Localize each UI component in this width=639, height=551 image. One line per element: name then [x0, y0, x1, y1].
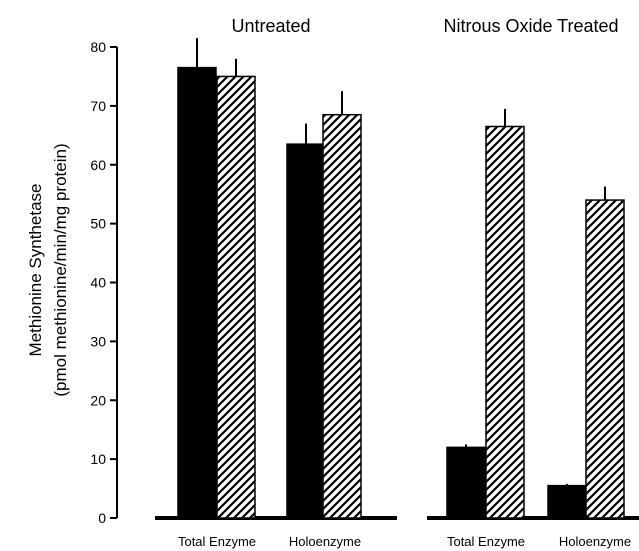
bar-solid [547, 484, 587, 519]
panel-title-nitrous-oxide-treated: Nitrous Oxide Treated [443, 16, 618, 36]
category-label: Total Enzyme [447, 534, 525, 549]
y-tick-label: 10 [90, 451, 106, 467]
y-tick-label: 40 [90, 275, 106, 291]
y-axis-title: Methionine Synthetase (pmol methionine/m… [26, 143, 70, 396]
bar-solid [177, 66, 217, 519]
y-axis-title-line2: (pmol methionine/min/mg protein) [51, 143, 70, 396]
bars-layer [177, 38, 625, 519]
category-labels: Total Enzyme Holoenzyme Total Enzyme Holoen… [178, 534, 631, 549]
category-label: Total Enzyme [178, 534, 256, 549]
y-tick-label: 60 [90, 157, 106, 173]
bar-hatched [216, 75, 256, 519]
bar-hatched [585, 199, 625, 519]
y-tick-label: 30 [90, 333, 106, 349]
bar-hatched [485, 125, 525, 519]
bar-solid [286, 143, 326, 519]
y-tick-label: 80 [90, 39, 106, 55]
y-tick-label: 70 [90, 98, 106, 114]
y-tick-label: 0 [98, 510, 106, 526]
bar-solid [446, 446, 486, 519]
bar-hatched [322, 113, 362, 519]
y-tick-label: 50 [90, 216, 106, 232]
y-axis-title-line1: Methionine Synthetase [26, 184, 45, 357]
y-tick-label: 20 [90, 392, 106, 408]
panel-title-untreated: Untreated [231, 16, 310, 36]
y-axis-ticks: 0 10 20 30 40 50 60 70 80 [90, 39, 117, 526]
category-label: Holoenzyme [289, 534, 361, 549]
category-label: Holoenzyme [559, 534, 631, 549]
